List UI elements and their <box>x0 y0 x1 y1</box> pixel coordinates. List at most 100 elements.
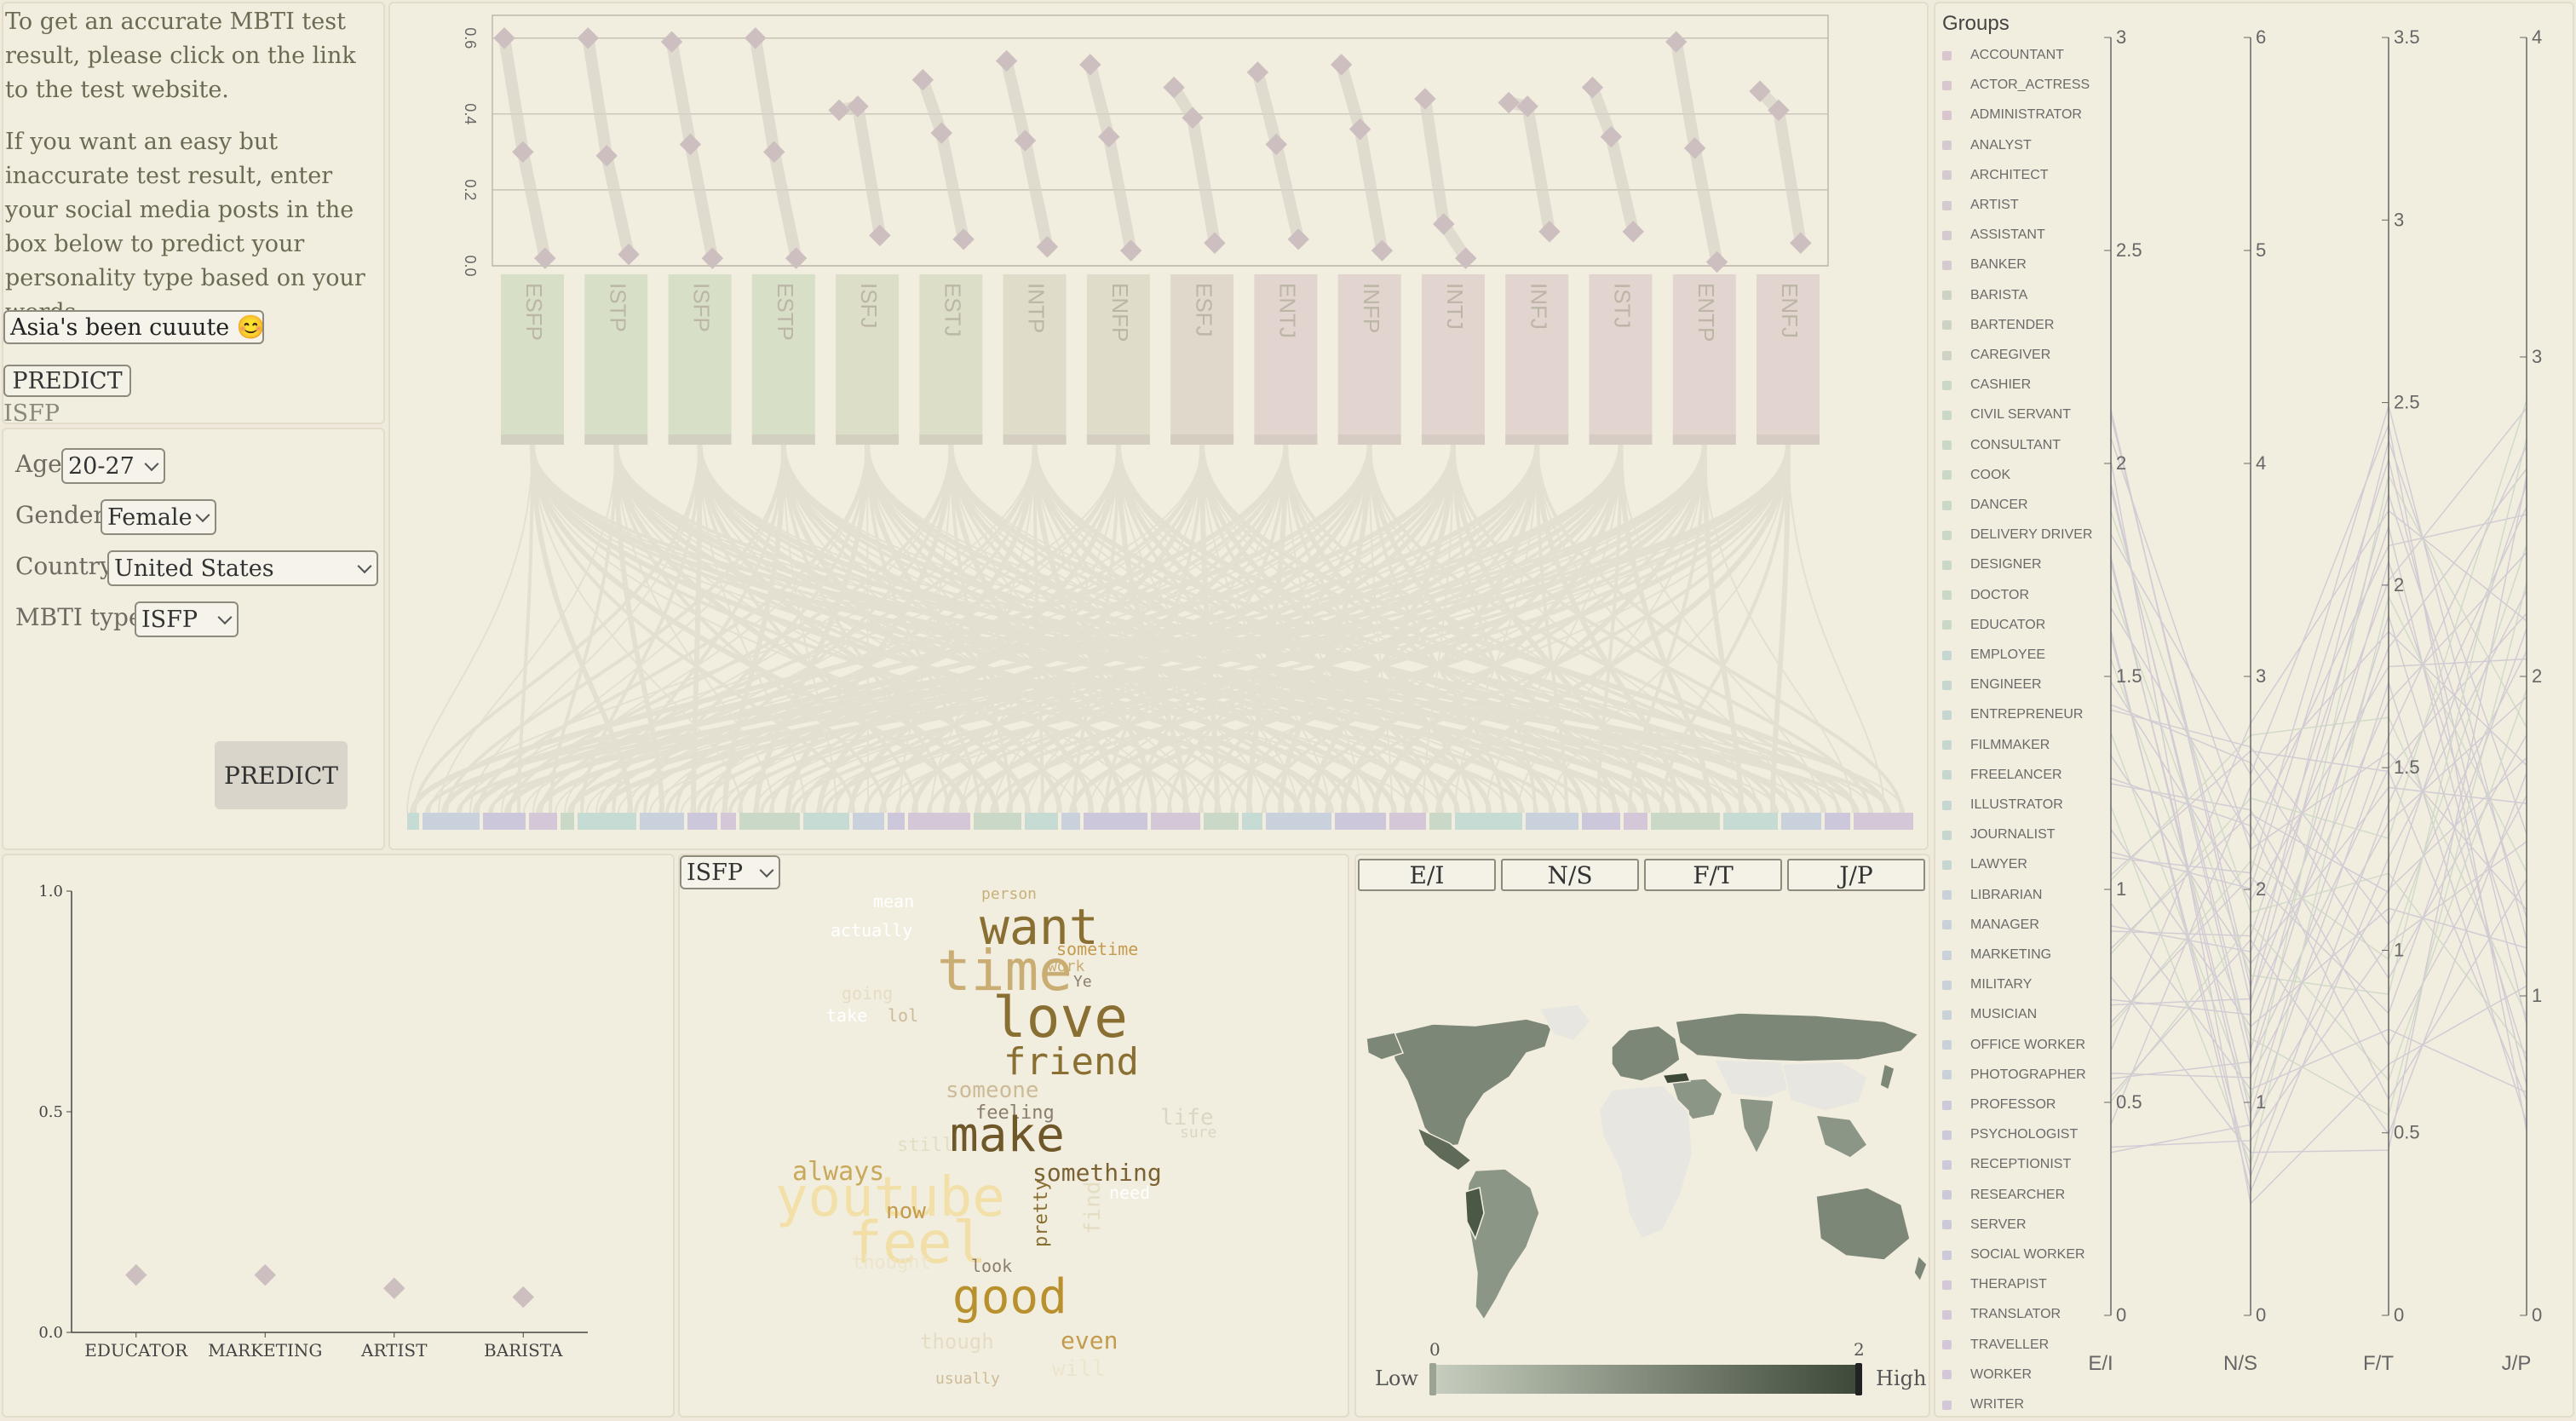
group-legend-item[interactable]: ASSISTANT <box>1942 227 2045 243</box>
sankey-link <box>613 444 1669 814</box>
tab-ns[interactable]: N/S <box>1501 859 1639 891</box>
group-legend-item[interactable]: ACTOR_ACTRESS <box>1942 78 2090 93</box>
group-legend-item[interactable]: FILMMAKER <box>1942 738 2050 753</box>
sankey-link <box>930 444 1036 814</box>
group-legend-item[interactable]: CIVIL SERVANT <box>1942 407 2071 423</box>
scatter-point <box>383 1277 405 1299</box>
group-legend-item[interactable]: WORKER <box>1942 1367 2032 1383</box>
wordcloud-type-select[interactable]: ISFP <box>680 855 780 889</box>
sankey-link <box>958 444 1706 814</box>
group-legend-item[interactable]: FREELANCER <box>1942 768 2062 783</box>
group-legend-item[interactable]: PSYCHOLOGIST <box>1942 1127 2078 1142</box>
group-legend-item[interactable]: MUSICIAN <box>1942 1007 2037 1022</box>
type-bar-base <box>501 434 564 445</box>
occupation-scatter-chart: 0.0 0.5 1.0 EDUCATOR MARKETING ARTIST BARISTA <box>38 883 588 1361</box>
group-legend-item[interactable]: MARKETING <box>1942 947 2051 963</box>
group-legend-item[interactable]: BANKER <box>1942 257 2027 273</box>
group-legend-item[interactable]: CONSULTANT <box>1942 438 2061 453</box>
prediction-result: ISFP <box>3 400 60 427</box>
type-label: ENFP <box>1107 283 1133 342</box>
sankey-link <box>643 444 870 814</box>
sankey-link <box>615 444 1444 814</box>
dot-mark <box>1538 221 1561 243</box>
group-legend-item[interactable]: RESEARCHER <box>1942 1188 2065 1203</box>
group-legend-item[interactable]: THERAPIST <box>1942 1277 2047 1292</box>
group-legend-item[interactable]: BARTENDER <box>1942 318 2054 333</box>
group-legend-label: RESEARCHER <box>1970 1187 2066 1202</box>
axis-tick-label: 2.5 <box>2116 239 2142 261</box>
sankey-link <box>413 444 702 814</box>
group-legend-item[interactable]: ENTREPRENEUR <box>1942 707 2083 722</box>
sankey-link <box>866 444 1538 814</box>
sankey-link <box>614 444 1891 814</box>
sankey-link <box>866 444 1873 814</box>
predict-text-button[interactable]: PREDICT <box>3 365 131 397</box>
group-legend-item[interactable]: MANAGER <box>1942 918 2039 933</box>
dot-connector <box>1586 81 1618 143</box>
group-legend-item[interactable]: EMPLOYEE <box>1942 647 2045 663</box>
group-legend-item[interactable]: ACCOUNTANT <box>1942 48 2064 63</box>
group-legend-item[interactable]: JOURNALIST <box>1942 827 2056 843</box>
gender-select[interactable]: Female <box>101 499 216 535</box>
group-legend-item[interactable]: EDUCATOR <box>1942 618 2045 633</box>
tab-jp[interactable]: J/P <box>1787 859 1925 891</box>
sankey-link <box>530 444 968 814</box>
legend-handle-high[interactable] <box>1855 1363 1862 1395</box>
sankey-link <box>948 444 1125 814</box>
group-legend-item[interactable]: LIBRARIAN <box>1942 888 2042 903</box>
tab-ei[interactable]: E/I <box>1358 859 1496 891</box>
group-segment <box>423 813 480 830</box>
axis-tick-label: 0 <box>2394 1304 2404 1326</box>
sankey-link <box>699 444 1141 814</box>
group-legend-item[interactable]: ARTIST <box>1942 198 2019 213</box>
sankey-link <box>712 444 1789 814</box>
group-legend-item[interactable]: ARCHITECT <box>1942 168 2049 183</box>
group-legend-item[interactable]: ANALYST <box>1942 138 2032 153</box>
group-legend-item[interactable]: OFFICE WORKER <box>1942 1038 2085 1053</box>
group-segment <box>1204 813 1239 830</box>
group-legend-item[interactable]: PROFESSOR <box>1942 1097 2056 1113</box>
group-legend-item[interactable]: PHOTOGRAPHER <box>1942 1067 2086 1083</box>
group-legend-item[interactable]: WRITER <box>1942 1397 2024 1412</box>
axis-tick-label: 1 <box>2116 878 2126 900</box>
group-legend-item[interactable]: COOK <box>1942 468 2010 483</box>
group-legend-item[interactable]: MILITARY <box>1942 977 2032 992</box>
group-legend-item[interactable]: TRANSLATOR <box>1942 1307 2061 1322</box>
group-legend-item[interactable]: DANCER <box>1942 498 2028 513</box>
sankey-link <box>504 444 1540 814</box>
mbti-select[interactable]: ISFP <box>135 601 239 637</box>
group-color-swatch <box>1942 620 1952 630</box>
tab-ft[interactable]: F/T <box>1644 859 1782 891</box>
sankey-link <box>1703 444 1854 814</box>
group-legend-item[interactable]: DESIGNER <box>1942 557 2042 572</box>
form-panel: Age 20-27 Gender Female Country United S… <box>2 428 385 850</box>
country-select[interactable]: United States <box>107 550 378 586</box>
group-legend-item[interactable]: LAWYER <box>1942 857 2027 872</box>
sankey-link <box>1072 444 1120 814</box>
sankey-link <box>816 444 1622 814</box>
group-color-swatch <box>1942 80 1952 90</box>
group-color-swatch <box>1942 1040 1952 1050</box>
group-legend-item[interactable]: SOCIAL WORKER <box>1942 1247 2085 1263</box>
legend-handle-low[interactable] <box>1429 1363 1436 1395</box>
sankey-link <box>949 444 1348 814</box>
group-legend-item[interactable]: DOCTOR <box>1942 588 2029 603</box>
group-legend-item[interactable]: CASHIER <box>1942 377 2031 393</box>
group-legend-item[interactable]: ADMINISTRATOR <box>1942 107 2082 123</box>
wordcloud-word: even <box>1061 1326 1118 1355</box>
group-legend-item[interactable]: ENGINEER <box>1942 677 2042 693</box>
group-legend-item[interactable]: BARISTA <box>1942 288 2027 303</box>
age-select[interactable]: 20-27 <box>61 448 165 484</box>
group-legend-item[interactable]: SERVER <box>1942 1217 2027 1233</box>
group-legend-item[interactable]: RECEPTIONIST <box>1942 1157 2071 1172</box>
group-legend-item[interactable]: TRAVELLER <box>1942 1338 2049 1353</box>
sankey-link <box>1104 444 1205 814</box>
group-legend-item[interactable]: DELIVERY DRIVER <box>1942 527 2092 543</box>
predict-profile-button[interactable]: PREDICT <box>215 741 348 809</box>
map-europe <box>1611 1025 1681 1082</box>
group-legend-item[interactable]: CAREGIVER <box>1942 348 2050 363</box>
group-legend-item[interactable]: ILLUSTRATOR <box>1942 797 2063 813</box>
post-input[interactable]: Asia's been cuuute 😊 se <box>3 310 264 344</box>
sankey-link <box>1117 444 1633 814</box>
sankey-link <box>949 444 1682 814</box>
